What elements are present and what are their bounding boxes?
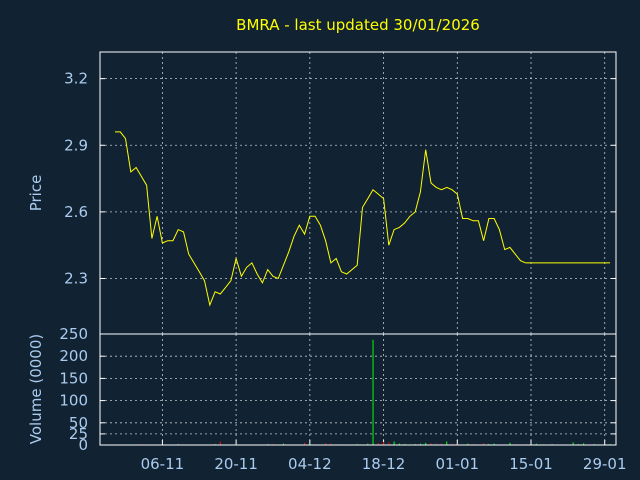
date-x-axis: 06-11 20-11 04-12 18-12 01-01 15-01 29-01 xyxy=(141,52,627,473)
volume-y-tick-label: 250 xyxy=(59,325,88,343)
volume-y-tick-label: 100 xyxy=(59,392,88,410)
x-tick-label: 20-11 xyxy=(214,455,258,473)
x-tick-label: 29-01 xyxy=(583,455,627,473)
volume-panel-frame xyxy=(99,333,617,446)
volume-grid xyxy=(100,355,616,435)
x-tick-label: 06-11 xyxy=(141,455,185,473)
volume-y-tick-label: 150 xyxy=(59,369,88,387)
volume-y-tick-label: 0 xyxy=(78,436,88,454)
price-y-axis: 2.3 2.6 2.9 3.2 xyxy=(64,70,616,287)
price-line xyxy=(115,131,610,307)
price-y-tick-label: 2.6 xyxy=(64,203,88,221)
x-tick-label: 01-01 xyxy=(435,455,479,473)
chart-title: BMRA - last updated 30/01/2026 xyxy=(236,16,480,34)
x-tick-label: 18-12 xyxy=(362,455,406,473)
x-tick-label: 15-01 xyxy=(509,455,553,473)
price-grid xyxy=(100,78,616,279)
price-y-tick-label: 2.3 xyxy=(64,269,88,287)
price-y-tick-label: 3.2 xyxy=(64,70,88,88)
price-y-tick-label: 2.9 xyxy=(64,136,88,154)
volume-axis-label: Volume (0000) xyxy=(27,334,45,444)
x-tick-label: 04-12 xyxy=(288,455,332,473)
price-axis-label: Price xyxy=(27,175,45,212)
volume-y-tick-label: 25 xyxy=(69,425,88,443)
volume-y-tick-label: 200 xyxy=(59,347,88,365)
volume-y-tick-label: 50 xyxy=(69,414,88,432)
